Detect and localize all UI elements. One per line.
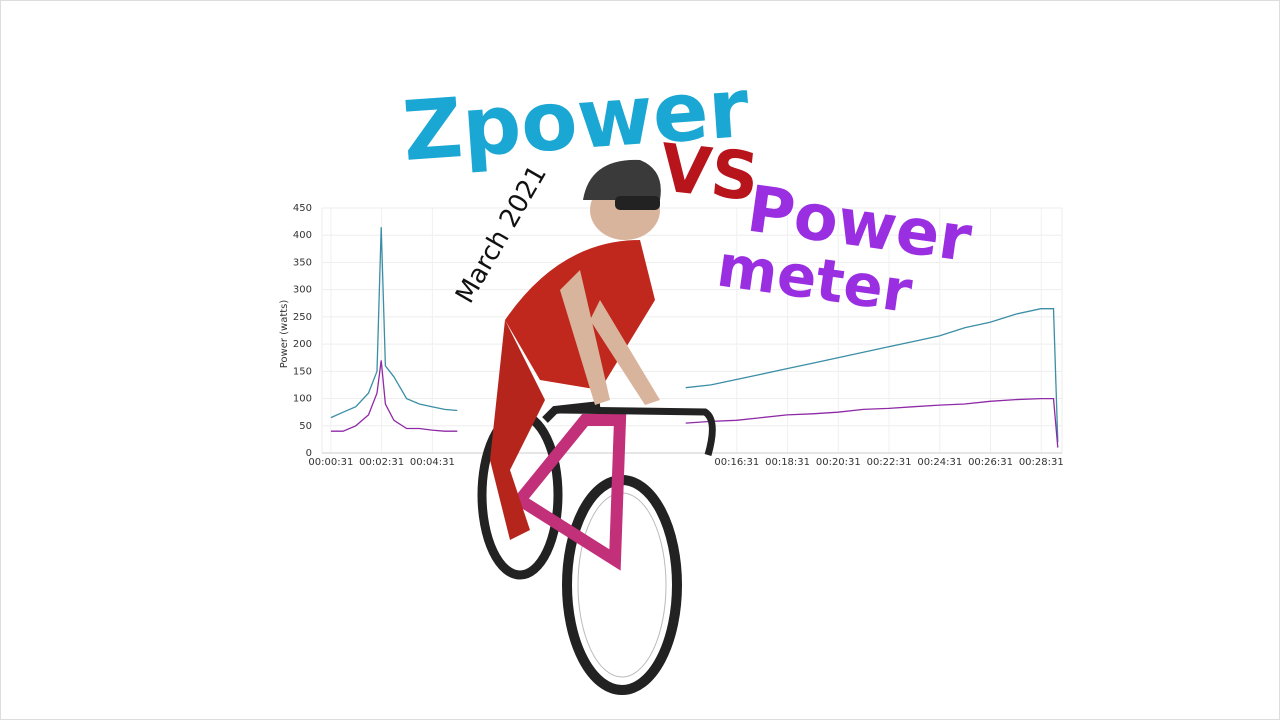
x-tick-label: 00:02:31	[359, 457, 404, 468]
headline-vs: vs	[656, 129, 762, 216]
y-tick-label: 100	[293, 394, 312, 405]
y-tick-label: 0	[306, 448, 312, 459]
y-tick-label: 150	[293, 366, 312, 377]
x-tick-label: 00:04:31	[410, 457, 455, 468]
x-tick-label: 00:28:31	[1019, 457, 1064, 468]
y-axis-label: Power (watts)	[279, 300, 290, 369]
y-tick-label: 50	[299, 421, 312, 432]
y-tick-label: 450	[293, 203, 312, 214]
series-line	[330, 360, 1059, 448]
x-tick-label: 00:18:31	[765, 457, 810, 468]
y-tick-label: 200	[293, 339, 312, 350]
series-line	[330, 227, 1059, 443]
x-tick-label: 00:20:31	[816, 457, 861, 468]
y-tick-label: 250	[293, 312, 312, 323]
x-tick-label: 00:26:31	[968, 457, 1013, 468]
x-tick-label: 00:00:31	[308, 457, 353, 468]
x-tick-label: 00:24:31	[917, 457, 962, 468]
x-tick-label: 00:16:31	[714, 457, 759, 468]
y-tick-label: 300	[293, 285, 312, 296]
y-tick-label: 400	[293, 230, 312, 241]
cyclist	[477, 159, 716, 695]
x-tick-label: 00:22:31	[867, 457, 912, 468]
y-tick-label: 350	[293, 257, 312, 268]
